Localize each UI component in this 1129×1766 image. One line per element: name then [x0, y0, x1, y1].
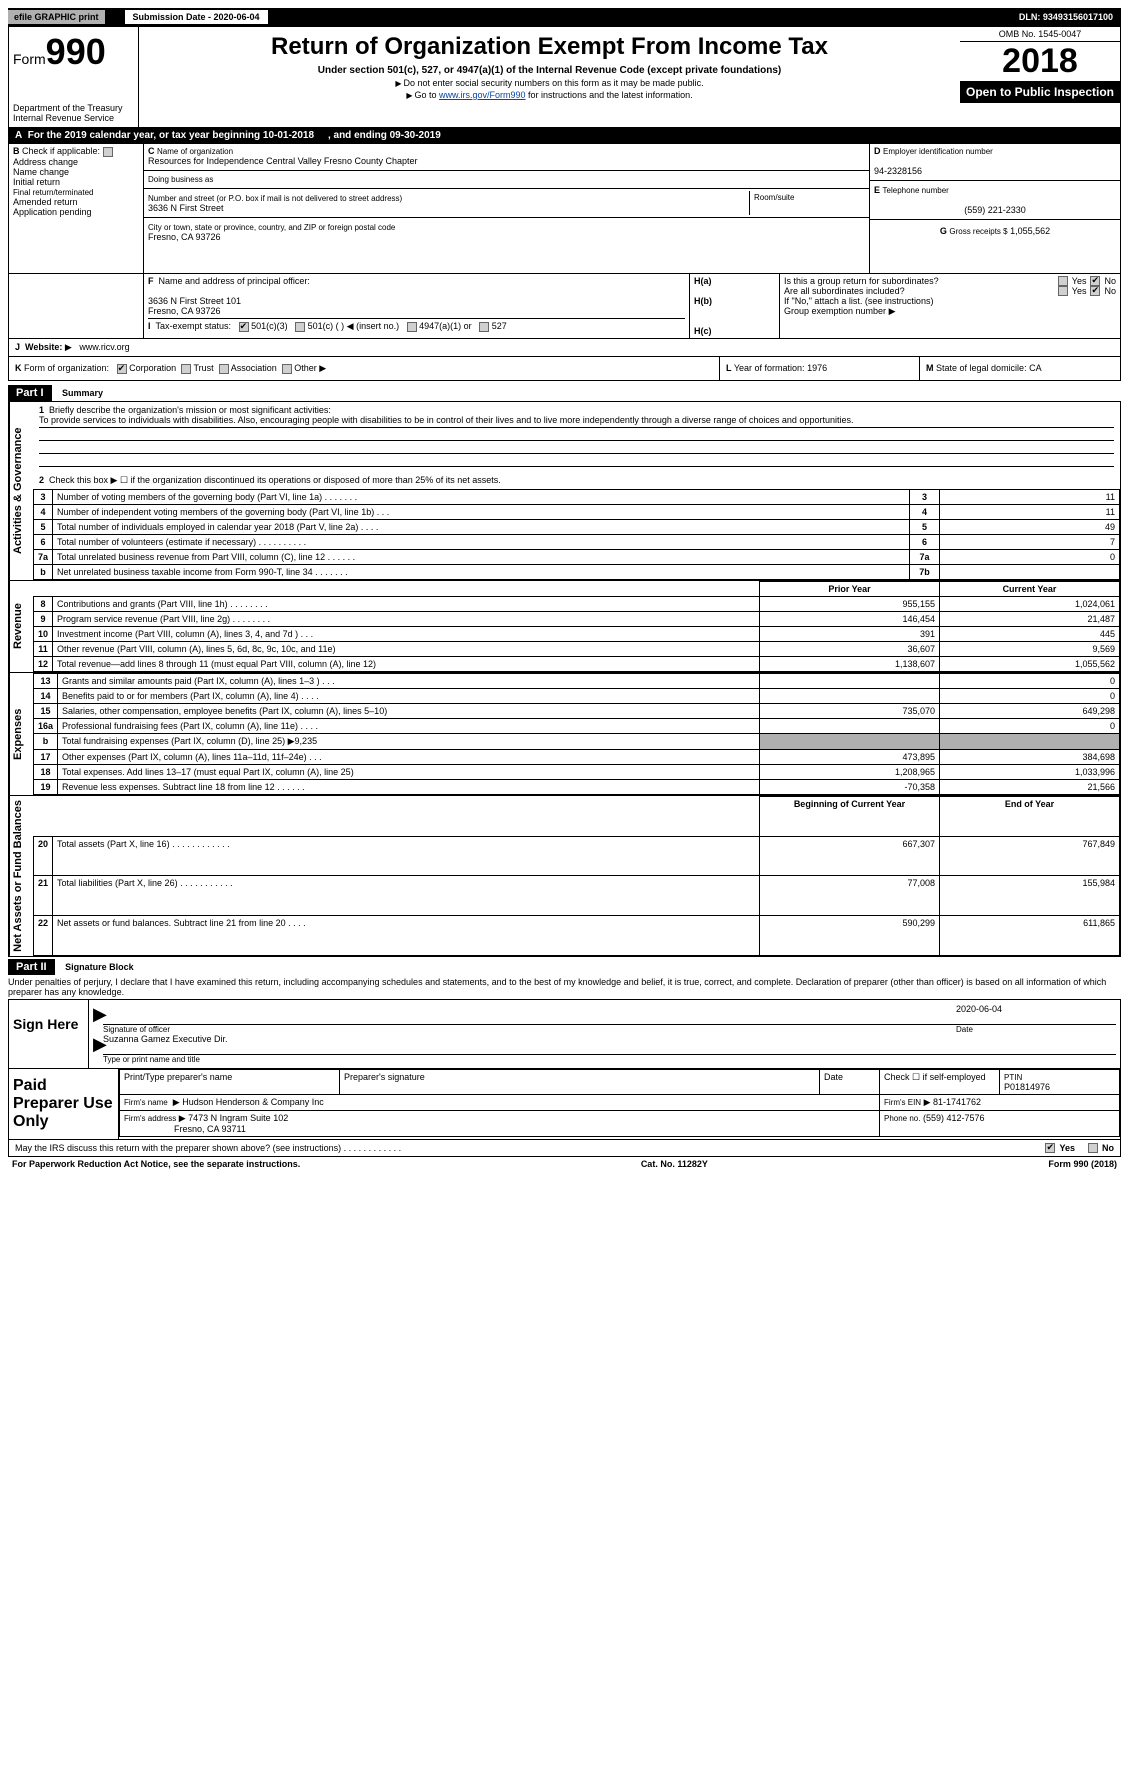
q2-text: Check this box ▶ ☐ if the organization d…: [49, 475, 501, 485]
line-a: A For the 2019 calendar year, or tax yea…: [8, 128, 1121, 144]
checkbox[interactable]: [103, 147, 113, 157]
side-activities-governance: Activities & Governance: [9, 402, 33, 580]
omb-number: OMB No. 1545-0047: [960, 27, 1120, 42]
cb-trust[interactable]: [181, 364, 191, 374]
sig-date: 2020-06-04: [956, 1004, 1116, 1025]
sig-name: Suzanna Gamez Executive Dir.: [103, 1034, 1116, 1055]
efile-header: efile GRAPHIC print Submission Date - 20…: [8, 8, 1121, 26]
form-footer: Form 990 (2018): [1048, 1159, 1117, 1169]
goto-note: Go to www.irs.gov/Form990 for instructio…: [145, 90, 954, 100]
officer-addr2: Fresno, CA 93726: [148, 306, 221, 316]
cb-hb-no[interactable]: [1090, 286, 1100, 296]
net-assets-table: Beginning of Current YearEnd of Year20To…: [33, 796, 1120, 956]
form-subtitle: Under section 501(c), 527, or 4947(a)(1)…: [145, 65, 954, 76]
street-address: 3636 N First Street: [148, 203, 224, 213]
paid-preparer-label: Paid Preparer Use Only: [9, 1069, 119, 1139]
form-title: Return of Organization Exempt From Incom…: [145, 33, 954, 61]
form-label: Form: [13, 51, 46, 67]
section-deg: D Employer identification number94-23281…: [870, 144, 1120, 273]
side-expenses: Expenses: [9, 673, 33, 795]
officer-addr1: 3636 N First Street 101: [148, 296, 241, 306]
discuss-question: May the IRS discuss this return with the…: [15, 1143, 401, 1153]
cb-assoc[interactable]: [219, 364, 229, 374]
telephone: (559) 221-2330: [874, 205, 1116, 215]
dept-irs: Internal Revenue Service: [13, 113, 134, 123]
side-revenue: Revenue: [9, 581, 33, 672]
gross-receipts: 1,055,562: [1010, 226, 1050, 236]
self-employed-check[interactable]: Check ☐ if self-employed: [880, 1069, 1000, 1094]
perjury-text: Under penalties of perjury, I declare th…: [8, 975, 1121, 999]
firm-name: Hudson Henderson & Company Inc: [182, 1097, 324, 1107]
cb-amended: Amended return: [13, 197, 78, 207]
firm-addr2: Fresno, CA 93711: [174, 1124, 246, 1134]
cb-4947[interactable]: [407, 322, 417, 332]
org-name: Resources for Independence Central Valle…: [148, 156, 417, 166]
cb-other[interactable]: [282, 364, 292, 374]
cb-discuss-no[interactable]: [1088, 1143, 1098, 1153]
form-number: 990: [46, 31, 106, 72]
q1-label: Briefly describe the organization's miss…: [49, 405, 331, 415]
part2-title: Signature Block: [57, 962, 134, 972]
cb-initial-return: Initial return: [13, 177, 60, 187]
mission-text: To provide services to individuals with …: [39, 415, 853, 425]
cb-app-pending: Application pending: [13, 207, 92, 217]
cb-address-change: Address change: [13, 157, 78, 167]
cb-501c[interactable]: [295, 322, 305, 332]
city-state-zip: Fresno, CA 93726: [148, 232, 221, 242]
preparer-table: Print/Type preparer's name Preparer's si…: [119, 1069, 1120, 1137]
ein: 94-2328156: [874, 166, 922, 176]
efile-tag: efile GRAPHIC print: [8, 10, 105, 24]
dln: DLN: 93493156017100: [1011, 10, 1121, 24]
room-suite: Room/suite: [749, 191, 869, 215]
year-formation: 1976: [807, 363, 827, 373]
state-domicile: CA: [1029, 363, 1042, 373]
section-c: C Name of organization Resources for Ind…: [144, 144, 870, 273]
dept-treasury: Department of the Treasury: [13, 103, 134, 113]
cb-final-return: Final return/terminated: [13, 188, 93, 197]
firm-ein: 81-1741762: [933, 1097, 981, 1107]
website[interactable]: www.ricv.org: [79, 342, 129, 352]
tax-year: 2018: [960, 42, 1120, 81]
firm-phone: (559) 412-7576: [923, 1113, 985, 1123]
submission-date: Submission Date - 2020-06-04: [125, 10, 268, 24]
firm-addr1: 7473 N Ingram Suite 102: [188, 1113, 288, 1123]
expenses-table: 13Grants and similar amounts paid (Part …: [33, 673, 1120, 795]
dba-label: Doing business as: [144, 173, 869, 186]
section-b: B Check if applicable: Address change Na…: [9, 144, 144, 273]
part1-title: Summary: [54, 388, 103, 398]
part1-label: Part I: [8, 385, 52, 401]
cb-corp[interactable]: [117, 364, 127, 374]
ssn-note: Do not enter social security numbers on …: [145, 78, 954, 88]
cb-ha-yes[interactable]: [1058, 276, 1068, 286]
sign-here-label: Sign Here: [9, 1000, 89, 1068]
cb-name-change: Name change: [13, 167, 69, 177]
section-f: F Name and address of principal officer:…: [144, 274, 690, 338]
cb-hb-yes[interactable]: [1058, 286, 1068, 296]
governance-table: 3Number of voting members of the governi…: [33, 489, 1120, 580]
side-net-assets: Net Assets or Fund Balances: [9, 796, 33, 956]
cb-501c3[interactable]: [239, 322, 249, 332]
irs-link[interactable]: www.irs.gov/Form990: [439, 90, 526, 100]
cb-527[interactable]: [479, 322, 489, 332]
cat-no: Cat. No. 11282Y: [641, 1159, 708, 1169]
part2-label: Part II: [8, 959, 55, 975]
paperwork-notice: For Paperwork Reduction Act Notice, see …: [12, 1159, 300, 1169]
section-h-labels: H(a) H(b) H(c): [690, 274, 780, 338]
revenue-table: Prior YearCurrent Year8Contributions and…: [33, 581, 1120, 672]
form-id-block: Form990 Department of the Treasury Inter…: [9, 27, 139, 127]
open-inspection: Open to Public Inspection: [960, 81, 1120, 103]
sig-officer-label: Signature of officer: [103, 1025, 956, 1034]
section-h: Is this a group return for subordinates?…: [780, 274, 1120, 338]
cb-discuss-yes[interactable]: [1045, 1143, 1055, 1153]
ptin: P01814976: [1004, 1082, 1050, 1092]
